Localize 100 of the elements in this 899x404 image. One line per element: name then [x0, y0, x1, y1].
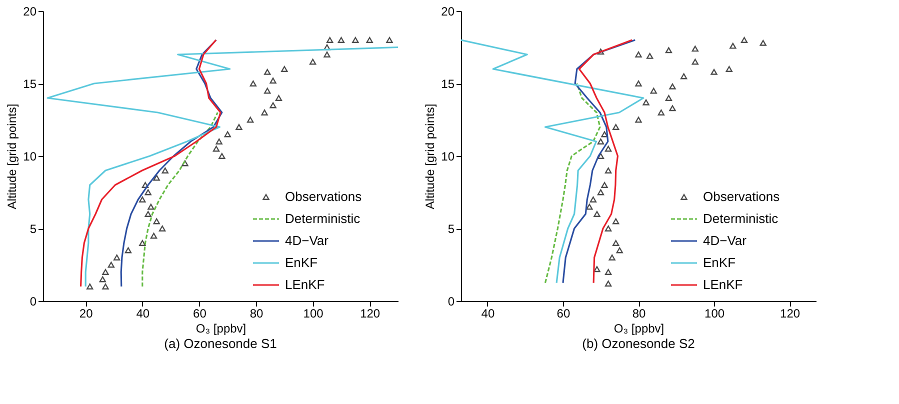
point — [246, 116, 254, 123]
point — [114, 254, 120, 260]
y-tick-label: 0 — [30, 294, 37, 308]
point — [635, 80, 642, 86]
point — [730, 42, 736, 49]
point — [352, 37, 359, 43]
line-series — [80, 39, 222, 288]
point — [99, 276, 106, 282]
point — [144, 211, 152, 217]
point — [740, 37, 748, 43]
line-series — [544, 82, 601, 284]
legend-label: LEnKF — [285, 277, 325, 292]
x-tick-label: 60 — [193, 306, 207, 320]
y-tick-label: 0 — [448, 294, 455, 308]
y-tick-label: 15 — [441, 77, 455, 91]
point — [680, 73, 688, 80]
y-tick-label: 10 — [441, 150, 455, 164]
point — [650, 88, 657, 94]
y-tick-label: 10 — [23, 150, 37, 164]
point — [326, 37, 334, 43]
point — [212, 146, 220, 152]
point — [601, 182, 608, 188]
point — [148, 204, 154, 210]
point — [590, 196, 597, 202]
point — [144, 189, 152, 196]
point — [324, 44, 330, 50]
x-axis-title: O₃ [ppbv] — [614, 322, 664, 336]
point — [386, 37, 393, 43]
x-tick-label: 120 — [360, 306, 380, 320]
line-series — [578, 39, 633, 284]
point — [281, 66, 288, 72]
point — [594, 266, 600, 272]
point — [601, 131, 608, 138]
y-tick-label: 20 — [441, 4, 455, 18]
point — [658, 110, 664, 116]
point — [597, 138, 604, 144]
x-tick-label: 80 — [250, 306, 264, 320]
y-tick-label: 20 — [23, 4, 37, 18]
point — [142, 182, 149, 188]
point — [309, 58, 316, 65]
x-tick-label: 40 — [136, 306, 150, 320]
y-tick-label: 15 — [23, 77, 37, 91]
y-axis-title: Altitude [grid points] — [5, 104, 20, 210]
point — [597, 189, 604, 196]
point — [586, 204, 593, 210]
point — [710, 68, 718, 75]
point — [692, 46, 698, 52]
point — [594, 211, 600, 217]
point — [635, 52, 642, 58]
point — [218, 153, 226, 159]
point — [102, 284, 109, 290]
y-tick-label: 5 — [30, 222, 37, 236]
point — [669, 105, 676, 112]
point — [162, 168, 168, 174]
point — [275, 95, 282, 101]
point — [158, 226, 166, 232]
legend-label: EnKF — [285, 255, 318, 270]
point — [139, 240, 146, 246]
point — [236, 124, 242, 130]
x-axis-title: O₃ [ppbv] — [196, 322, 246, 336]
point — [102, 269, 109, 275]
x-tick-label: 100 — [303, 306, 324, 320]
point — [86, 284, 94, 290]
point — [604, 146, 612, 152]
point — [726, 66, 732, 72]
point — [261, 110, 268, 116]
point — [182, 160, 188, 166]
point — [270, 78, 276, 84]
point — [760, 40, 766, 46]
point — [665, 95, 672, 101]
line-series — [562, 39, 636, 284]
point — [612, 124, 620, 130]
text: (a) Ozonesonde S1 — [164, 336, 277, 351]
point — [216, 138, 222, 144]
point — [108, 262, 114, 268]
point — [338, 37, 345, 43]
point — [642, 99, 650, 106]
y-axis-title: Altitude [grid points] — [423, 104, 438, 210]
point — [264, 68, 271, 75]
y-tick-label: 5 — [448, 222, 455, 236]
point — [597, 48, 604, 55]
point — [692, 58, 698, 65]
point — [604, 269, 612, 275]
point — [324, 52, 330, 58]
point — [646, 52, 654, 59]
point — [604, 226, 612, 232]
point — [153, 218, 160, 224]
legend-label: Deterministic — [285, 211, 361, 226]
text: (b) Ozonesonde S2 — [582, 336, 695, 351]
x-tick-label: 40 — [481, 306, 495, 320]
legend-label: EnKF — [703, 255, 736, 270]
point — [264, 88, 271, 94]
point — [669, 83, 676, 90]
point — [250, 80, 256, 86]
legend-label: 4D−Var — [285, 233, 330, 248]
point — [124, 247, 132, 254]
x-tick-label: 120 — [780, 306, 800, 320]
x-tick-label: 100 — [704, 306, 725, 320]
point — [616, 247, 623, 254]
point — [224, 131, 231, 138]
